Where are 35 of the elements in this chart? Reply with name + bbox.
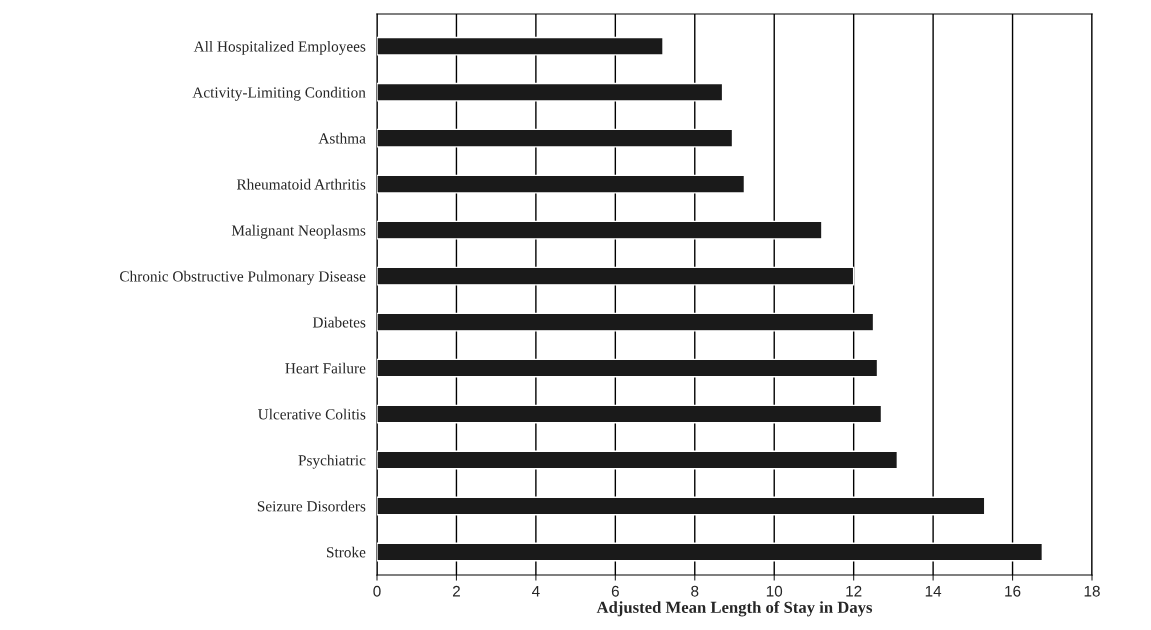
y-tick-label: Chronic Obstructive Pulmonary Disease	[119, 270, 366, 285]
bar	[377, 174, 746, 194]
y-tick-label: Asthma	[318, 132, 366, 144]
y-tick-label: Activity-Limiting Condition	[192, 86, 366, 101]
bar	[377, 358, 879, 378]
x-tick-label: 14	[925, 585, 942, 597]
x-tick-label: 12	[846, 585, 862, 597]
y-tick-label: Stroke	[327, 546, 366, 558]
x-tick-label: 6	[611, 585, 619, 597]
bar	[377, 404, 883, 424]
bar	[377, 312, 875, 332]
x-tick-label: 4	[531, 585, 540, 597]
y-tick-label: Diabetes	[312, 316, 366, 328]
y-tick-label: Heart Failure	[285, 362, 366, 374]
y-tick-label: Rheumatoid Arthritis	[236, 178, 366, 190]
x-tick-label: 16	[1005, 585, 1021, 597]
y-tick-label: Seizure Disorders	[257, 500, 366, 512]
bar	[377, 220, 823, 240]
bar	[377, 450, 899, 470]
y-tick-label: Malignant Neoplasms	[231, 224, 366, 239]
y-tick-label: Ulcerative Colitis	[258, 408, 366, 420]
y-tick-label: All Hospitalized Employees	[193, 40, 366, 55]
bar	[377, 82, 724, 102]
bar	[377, 542, 1044, 562]
x-tick-label: 0	[373, 585, 381, 597]
bar	[377, 266, 855, 286]
x-tick-label: 8	[691, 585, 699, 597]
x-tick-label: 10	[766, 585, 783, 597]
x-tick-label: 18	[1084, 585, 1100, 597]
bar	[377, 36, 664, 56]
bar	[377, 496, 986, 516]
y-tick-label: Psychiatric	[298, 454, 366, 469]
x-tick-label: 2	[452, 585, 460, 597]
bar	[377, 128, 734, 148]
x-axis-title: Adjusted Mean Length of Stay in Days	[596, 601, 873, 617]
